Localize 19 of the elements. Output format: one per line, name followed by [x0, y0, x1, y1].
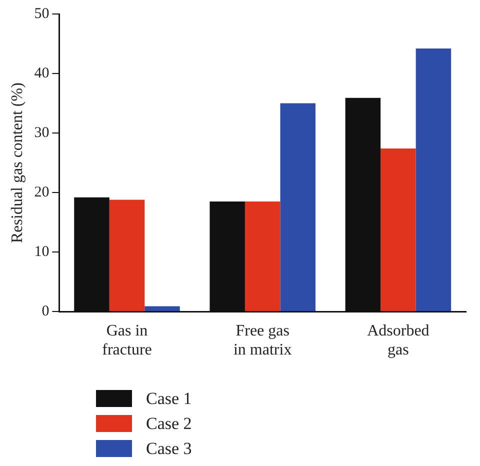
bar: [380, 148, 416, 312]
y-axis-title: Residual gas content (%): [8, 82, 26, 244]
bar: [280, 103, 316, 312]
x-tick-label: Gas in fracture: [102, 322, 152, 359]
y-tick-label: 30: [34, 124, 50, 141]
y-tick-label: 20: [34, 184, 50, 200]
legend-label: Case 2: [146, 414, 192, 434]
bar: [244, 201, 280, 312]
bar: [109, 200, 145, 312]
y-tick-label: 50: [34, 6, 50, 22]
legend-label: Case 1: [146, 388, 192, 408]
y-tick-label: 40: [34, 65, 50, 82]
x-tick-label: Free gas in matrix: [233, 322, 292, 359]
y-tick-label: 10: [34, 244, 50, 260]
y-tick-label: 0: [42, 304, 50, 320]
bar: [144, 306, 180, 312]
legend-label: Case 3: [146, 438, 192, 458]
x-tick-label: Adsorbed gas: [367, 322, 430, 359]
bar: [416, 48, 452, 312]
